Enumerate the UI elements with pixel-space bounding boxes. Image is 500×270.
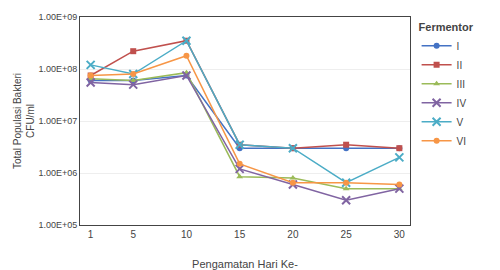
svg-text:V: V <box>457 117 464 128</box>
svg-text:25: 25 <box>341 229 353 240</box>
svg-text:1.00E+08: 1.00E+08 <box>38 64 77 74</box>
svg-text:VI: VI <box>457 136 466 147</box>
svg-text:II: II <box>457 60 463 71</box>
svg-text:5: 5 <box>130 229 136 240</box>
svg-text:Fermentor: Fermentor <box>419 21 474 33</box>
svg-text:I: I <box>457 41 460 52</box>
svg-text:Pengamatan Hari Ke-: Pengamatan Hari Ke- <box>192 258 298 270</box>
svg-text:1.00E+09: 1.00E+09 <box>38 12 77 22</box>
svg-text:30: 30 <box>394 229 406 240</box>
svg-text:Total Populasi BakteriCFU/ml: Total Populasi BakteriCFU/ml <box>12 73 36 169</box>
svg-text:1.00E+05: 1.00E+05 <box>38 220 77 230</box>
svg-text:1.00E+07: 1.00E+07 <box>38 116 77 126</box>
svg-text:IV: IV <box>457 98 467 109</box>
svg-text:1.00E+06: 1.00E+06 <box>38 168 77 178</box>
svg-text:1: 1 <box>88 229 94 240</box>
svg-text:20: 20 <box>287 229 299 240</box>
svg-text:III: III <box>457 79 465 90</box>
svg-text:15: 15 <box>234 229 246 240</box>
svg-text:10: 10 <box>181 229 193 240</box>
